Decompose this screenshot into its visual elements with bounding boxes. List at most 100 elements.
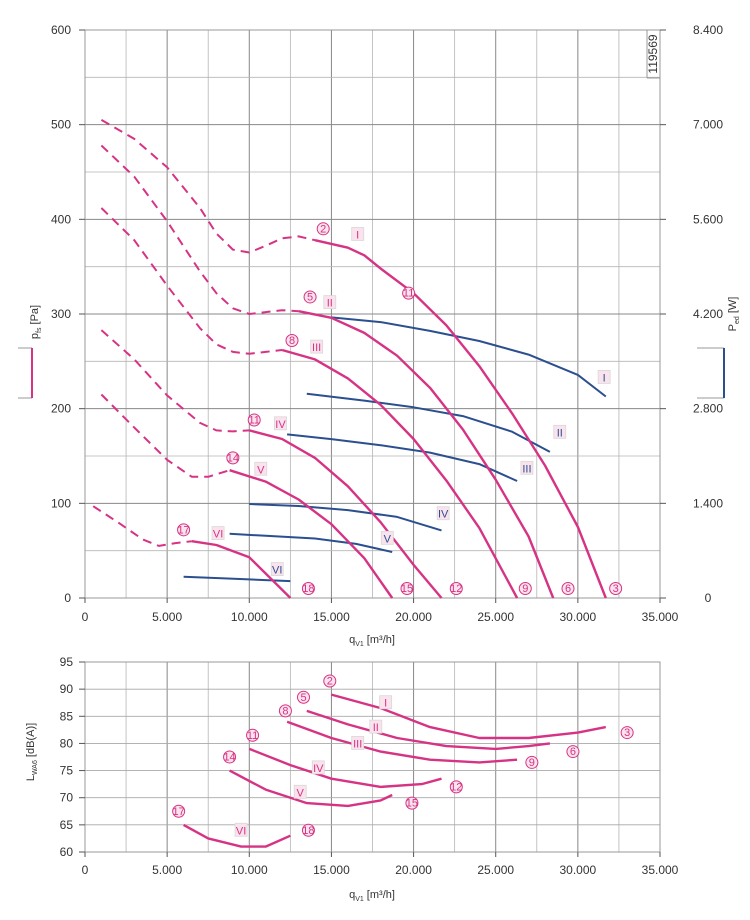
power-curve-iii xyxy=(286,433,518,482)
top-y-left-ticks: 0 100 200 300 400 500 600 xyxy=(51,23,85,605)
pressure-curve-stall-ii xyxy=(100,144,299,315)
chart-id-label: 119569 xyxy=(646,34,660,73)
curve-tag-box-ii xyxy=(323,295,337,310)
point-marker-label-3: 3 xyxy=(613,583,619,595)
point-marker-circle-2 xyxy=(323,674,337,688)
noise-curve-iii xyxy=(286,720,518,764)
top-y-right-tick-label: 8.400 xyxy=(693,23,723,37)
power-curves xyxy=(183,316,607,583)
curve-tag-box-i xyxy=(597,370,611,384)
curve-tag-label-iii: III xyxy=(522,463,531,475)
pressure-curve-stall-v xyxy=(100,393,230,478)
pressure-curve-vi xyxy=(191,540,292,599)
bottom-y-tick-label: 75 xyxy=(60,764,74,778)
top-x-tick-label: 35.000 xyxy=(642,610,679,624)
curve-tag-box-iv xyxy=(436,506,450,521)
power-curve-v xyxy=(229,532,393,553)
top-y-right-tick-label: 4.200 xyxy=(693,307,723,321)
point-marker-label-5: 5 xyxy=(307,291,313,303)
pressure-curve-iii xyxy=(281,348,519,599)
point-marker-label-18: 18 xyxy=(302,825,314,837)
point-marker-label-9: 9 xyxy=(529,757,535,769)
top-y-left-title: pfs [Pa] xyxy=(29,305,43,339)
point-marker-label-18: 18 xyxy=(302,583,314,595)
point-marker-circle-11 xyxy=(402,286,416,300)
curve-tag-label-iv: IV xyxy=(438,509,449,521)
point-marker-label-8: 8 xyxy=(282,705,288,717)
bottom-x-tick-label: 25.000 xyxy=(477,863,514,877)
curve-tag-label-ii: II xyxy=(327,298,333,310)
bottom-x-tick-label: 0 xyxy=(82,863,89,877)
curve-tag-label-vi: VI xyxy=(272,565,282,577)
top-x-tick-label: 15.000 xyxy=(313,610,350,624)
bottom-y-axis-title: LWA6 [dB(A)] xyxy=(25,723,39,781)
point-marker-circle-15 xyxy=(400,582,414,596)
point-marker-circle-9 xyxy=(518,582,532,596)
point-marker-circle-8 xyxy=(285,334,299,348)
noise-curve-iv xyxy=(248,747,442,789)
curve-tag-label-i: I xyxy=(356,229,359,241)
top-x-tick-label: 25.000 xyxy=(477,610,514,624)
point-marker-circle-14 xyxy=(223,750,237,764)
point-marker-circle-8 xyxy=(278,704,292,718)
pressure-curve-stall-vi xyxy=(92,505,192,547)
curve-tag-box-v xyxy=(380,530,394,545)
bottom-x-axis-title: qV1 [m³/h] xyxy=(349,889,395,903)
point-marker-label-11: 11 xyxy=(247,730,258,742)
bottom-x-tick-label: 35.000 xyxy=(642,863,679,877)
point-marker-label-12: 12 xyxy=(450,781,462,793)
bottom-y-tick-label: 90 xyxy=(60,682,74,696)
point-marker-label-2: 2 xyxy=(327,676,333,688)
curve-tag-box-ii xyxy=(553,424,567,439)
point-marker-label-6: 6 xyxy=(570,746,576,758)
curve-tag-label-iv: IV xyxy=(313,763,324,775)
power-curve-i xyxy=(331,316,607,398)
right-legend-key xyxy=(697,347,725,399)
top-y-right-ticks: 0 1.400 2.800 4.200 5.600 7.000 8.400 xyxy=(660,23,723,605)
point-marker-circle-9 xyxy=(525,755,539,769)
curve-tag-label-i: I xyxy=(603,372,606,384)
top-y-left-tick-label: 400 xyxy=(51,212,71,226)
noise-curve-ii xyxy=(306,709,551,751)
point-marker-label-8: 8 xyxy=(289,335,295,347)
curve-tag-label-v: V xyxy=(384,533,392,545)
curve-tag-box-iii xyxy=(520,460,534,475)
pressure-curves xyxy=(92,119,607,599)
pressure-curve-ii xyxy=(298,310,555,599)
point-marker-circle-3 xyxy=(620,726,634,740)
point-marker-label-6: 6 xyxy=(565,583,571,595)
bottom-point-markers: 2 58 11 14 17 3 6 9 12 15 18 xyxy=(172,674,634,837)
curve-tag-box-vi xyxy=(234,822,248,837)
curve-tag-box-iii xyxy=(351,736,365,750)
point-marker-circle-15 xyxy=(405,796,419,810)
curve-tag-box-i xyxy=(351,227,365,241)
point-marker-circle-18 xyxy=(301,823,315,837)
bottom-x-tick-label: 30.000 xyxy=(560,863,597,877)
curve-tag-label-v: V xyxy=(297,787,305,799)
bottom-x-tick-label: 5.000 xyxy=(152,863,182,877)
top-y-left-tick-label: 500 xyxy=(51,118,71,132)
point-marker-circle-11 xyxy=(246,728,260,742)
curve-tag-box-iv xyxy=(274,416,287,431)
point-marker-circle-17 xyxy=(177,523,191,537)
top-y-right-tick-label: 1.400 xyxy=(693,496,723,510)
bottom-y-tick-label: 65 xyxy=(60,818,74,832)
curve-tag-label-vi: VI xyxy=(236,825,246,837)
curve-tag-label-vi: VI xyxy=(213,529,223,541)
bottom-x-tick-label: 10.000 xyxy=(231,863,268,877)
top-x-ticks: 0 5.000 10.000 15.000 20.000 25.000 30.000 35.0… xyxy=(82,598,679,624)
point-marker-circle-3 xyxy=(609,582,623,596)
point-marker-circle-5 xyxy=(303,290,317,304)
top-y-right-tick-label: 2.800 xyxy=(693,402,723,416)
chart-id-block: 119569 xyxy=(646,30,660,79)
point-marker-label-5: 5 xyxy=(300,692,306,704)
curve-tag-label-iii: III xyxy=(353,738,362,750)
bottom-x-ticks: 0 5.000 10.000 15.000 20.000 25.000 30.000 35.0… xyxy=(82,852,679,877)
curve-tag-label-v: V xyxy=(257,464,265,476)
point-marker-label-11: 11 xyxy=(249,415,260,427)
top-x-tick-label: 20.000 xyxy=(395,610,432,624)
point-marker-label-3: 3 xyxy=(624,727,630,739)
